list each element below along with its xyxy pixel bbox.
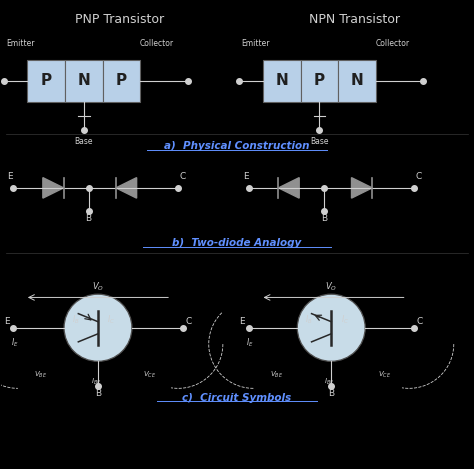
- Polygon shape: [43, 178, 64, 198]
- Text: E: E: [243, 173, 248, 182]
- FancyBboxPatch shape: [263, 60, 301, 102]
- Polygon shape: [116, 178, 137, 198]
- Polygon shape: [278, 178, 299, 198]
- Text: $V_{BE}$: $V_{BE}$: [35, 370, 47, 380]
- Text: C: C: [185, 317, 191, 326]
- Text: $I_B$: $I_B$: [305, 313, 313, 325]
- Text: N: N: [351, 73, 364, 88]
- Text: $I_B$: $I_B$: [72, 313, 80, 325]
- Text: $I_C$: $I_C$: [341, 313, 349, 325]
- Text: b)  Two-diode Analogy: b) Two-diode Analogy: [173, 238, 301, 248]
- Text: N: N: [77, 73, 90, 88]
- Text: $V_{BE}$: $V_{BE}$: [270, 370, 283, 380]
- Text: C: C: [180, 173, 186, 182]
- Text: $I_E$: $I_E$: [246, 336, 254, 349]
- Text: E: E: [4, 317, 9, 326]
- FancyBboxPatch shape: [338, 60, 376, 102]
- Polygon shape: [352, 178, 372, 198]
- Text: Base: Base: [310, 137, 328, 146]
- Text: $V_{O}$: $V_{O}$: [325, 280, 337, 293]
- Text: B: B: [95, 389, 101, 398]
- Text: B: B: [85, 214, 91, 223]
- Text: NPN Transistor: NPN Transistor: [310, 13, 401, 26]
- Circle shape: [297, 294, 365, 361]
- FancyBboxPatch shape: [27, 60, 65, 102]
- Circle shape: [64, 294, 132, 361]
- Text: P: P: [41, 73, 52, 88]
- Text: $V_{CE}$: $V_{CE}$: [378, 370, 392, 380]
- Text: P: P: [116, 73, 127, 88]
- Text: $I_{BE}$: $I_{BE}$: [324, 377, 335, 387]
- Text: C: C: [416, 317, 422, 326]
- Text: Emitter: Emitter: [242, 39, 270, 48]
- Text: Emitter: Emitter: [6, 39, 35, 48]
- Text: a)  Physical Construction: a) Physical Construction: [164, 141, 310, 151]
- Text: $V_{CE}$: $V_{CE}$: [143, 370, 156, 380]
- Text: c)  Circuit Symbols: c) Circuit Symbols: [182, 393, 292, 403]
- Text: Collector: Collector: [140, 39, 174, 48]
- Text: $I_{BE}$: $I_{BE}$: [91, 377, 101, 387]
- Text: B: B: [328, 389, 334, 398]
- Text: C: C: [415, 173, 421, 182]
- Text: P: P: [314, 73, 325, 88]
- Text: N: N: [275, 73, 288, 88]
- FancyBboxPatch shape: [301, 60, 338, 102]
- Text: B: B: [321, 214, 327, 223]
- Text: PNP Transistor: PNP Transistor: [74, 13, 164, 26]
- Text: Collector: Collector: [375, 39, 410, 48]
- Text: $I_C$: $I_C$: [108, 313, 115, 325]
- FancyBboxPatch shape: [65, 60, 103, 102]
- Text: Base: Base: [74, 137, 93, 146]
- Text: E: E: [7, 173, 13, 182]
- Text: $I_E$: $I_E$: [11, 336, 18, 349]
- Text: E: E: [239, 317, 245, 326]
- Text: $V_{O}$: $V_{O}$: [92, 280, 104, 293]
- FancyBboxPatch shape: [103, 60, 140, 102]
